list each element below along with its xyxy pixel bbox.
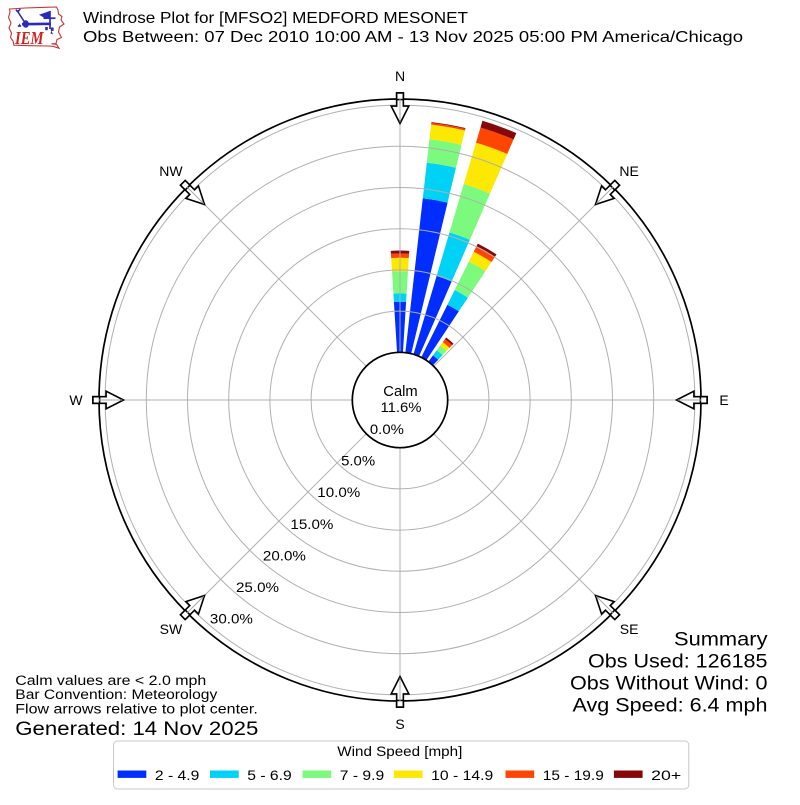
svg-text:W: W	[69, 392, 83, 408]
svg-text:30.0%: 30.0%	[210, 612, 253, 627]
svg-text:7 - 9.9: 7 - 9.9	[340, 768, 384, 783]
svg-text:15.0%: 15.0%	[290, 517, 333, 532]
svg-text:SE: SE	[620, 621, 639, 637]
svg-text:Obs Without Wind: 0: Obs Without Wind: 0	[570, 673, 768, 695]
svg-text:SW: SW	[160, 621, 183, 637]
svg-text:Flow arrows relative to plot c: Flow arrows relative to plot center.	[15, 702, 258, 717]
svg-text:E: E	[719, 392, 728, 408]
svg-text:5.0%: 5.0%	[341, 454, 375, 469]
svg-text:20.0%: 20.0%	[263, 548, 306, 563]
svg-text:10 - 14.9: 10 - 14.9	[431, 768, 493, 783]
svg-text:Generated: 14 Nov 2025: Generated: 14 Nov 2025	[15, 718, 258, 740]
svg-text:Obs Used: 126185: Obs Used: 126185	[588, 651, 768, 673]
svg-text:11.6%: 11.6%	[381, 400, 422, 416]
svg-text:0.0%: 0.0%	[370, 422, 404, 437]
svg-text:2 - 4.9: 2 - 4.9	[155, 768, 199, 783]
svg-text:Calm values are < 2.0 mph: Calm values are < 2.0 mph	[15, 673, 206, 688]
svg-text:N: N	[395, 68, 405, 84]
svg-text:15 - 19.9: 15 - 19.9	[543, 768, 604, 783]
svg-text:Obs Between: 07 Dec 2010 10:00: Obs Between: 07 Dec 2010 10:00 AM - 13 N…	[83, 29, 743, 46]
svg-text:NE: NE	[619, 163, 638, 179]
svg-text:NW: NW	[159, 163, 183, 179]
svg-text:Summary: Summary	[674, 629, 768, 651]
svg-text:Bar Convention: Meteorology: Bar Convention: Meteorology	[15, 687, 217, 702]
svg-text:20+: 20+	[651, 768, 681, 783]
svg-text:S: S	[395, 716, 404, 732]
svg-text:Wind Speed [mph]: Wind Speed [mph]	[337, 744, 462, 759]
svg-text:25.0%: 25.0%	[236, 580, 279, 595]
svg-text:IEM: IEM	[14, 28, 45, 48]
svg-text:Windrose Plot for [MFSO2] MEDF: Windrose Plot for [MFSO2] MEDFORD MESONE…	[83, 10, 468, 27]
svg-text:Calm: Calm	[383, 384, 417, 400]
svg-text:Avg Speed: 6.4 mph: Avg Speed: 6.4 mph	[573, 695, 768, 717]
svg-text:10.0%: 10.0%	[317, 485, 360, 500]
svg-text:5 - 6.9: 5 - 6.9	[247, 768, 291, 783]
